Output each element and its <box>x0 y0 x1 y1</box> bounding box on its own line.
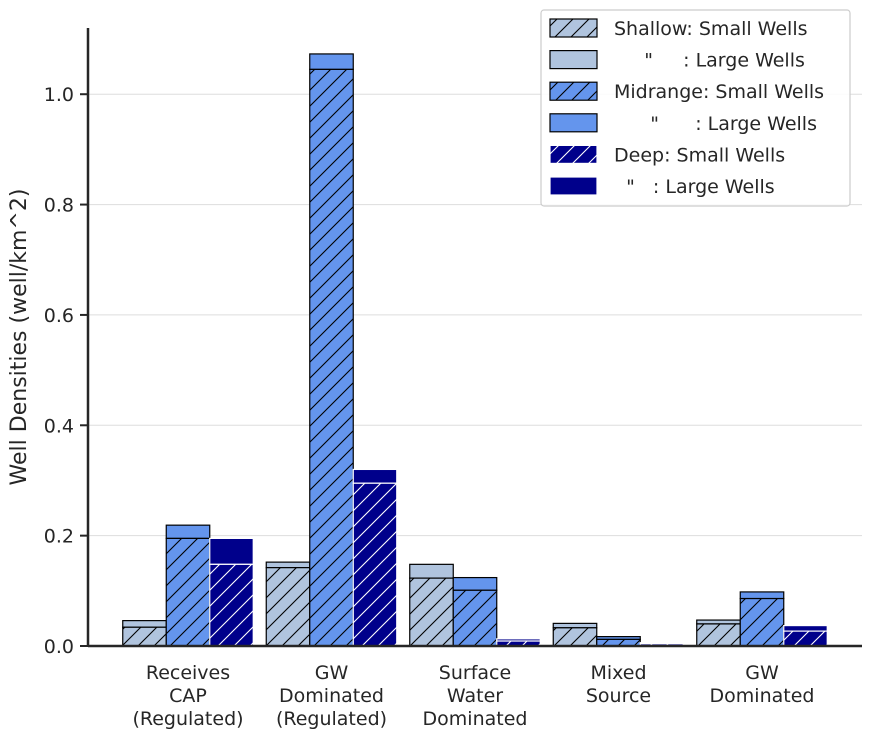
x-tick-labels: Receives CAP (Regulated) GW Dominated (Regula… <box>132 662 814 730</box>
legend-swatch <box>549 49 598 70</box>
y-ticks: 0.0 0.2 0.4 0.6 0.8 1.0 <box>44 84 88 658</box>
bar-hatch <box>309 69 354 647</box>
x-tick-label: Mixed Source <box>586 662 651 707</box>
axes <box>86 28 862 648</box>
bar-midrange-large-wells <box>165 524 211 540</box>
legend-swatch <box>549 176 598 196</box>
bar-hatch <box>166 538 210 646</box>
bar-hatch <box>783 631 828 646</box>
y-tick-label: 0.0 <box>44 636 74 658</box>
bar-hatch <box>122 627 167 646</box>
bar-hatch <box>696 623 741 646</box>
y-tick-label: 0.6 <box>44 305 74 327</box>
bars <box>122 53 828 647</box>
bar-shallow-large-wells <box>122 620 167 628</box>
y-tick-label: 0.2 <box>44 526 74 548</box>
bar-hatch <box>496 641 541 646</box>
bar-hatch <box>596 639 641 646</box>
y-tick-label: 0.8 <box>44 195 74 217</box>
bar-hatch <box>740 598 784 646</box>
legend-label: " : Large Wells <box>614 113 817 135</box>
legend-frame <box>540 9 851 207</box>
bar-deep-large-wells <box>209 537 254 565</box>
legend-swatch <box>549 113 598 133</box>
bar-shallow-large-wells <box>265 561 311 569</box>
bar-deep-large-wells <box>352 468 398 484</box>
bar-shallow-large-wells <box>552 622 598 629</box>
bar-hatch <box>209 564 254 646</box>
x-tick-label: Receives CAP (Regulated) <box>132 662 243 730</box>
legend-swatch-hatch <box>550 19 597 37</box>
legend-label: Midrange: Small Wells <box>614 81 824 103</box>
y-axis-label: Well Densities (well/km^2) <box>7 189 32 486</box>
legend-swatch-hatch <box>550 82 597 101</box>
legend-label: " : Large Wells <box>614 50 805 72</box>
bar-midrange-large-wells <box>452 576 498 591</box>
bar-hatch <box>453 590 497 646</box>
bar-hatch <box>353 483 397 646</box>
y-tick-label: 0.4 <box>44 415 74 437</box>
bar-midrange-large-wells <box>739 591 785 600</box>
legend: Shallow: Small Wells " : Large Wells Midr… <box>540 9 851 207</box>
bar-hatch <box>409 578 454 646</box>
x-tick-label: GW Dominated <box>710 662 815 707</box>
bar-hatch <box>553 627 597 646</box>
bar-shallow-large-wells <box>409 563 454 579</box>
legend-label: Deep: Small Wells <box>614 144 785 166</box>
y-tick-label: 1.0 <box>44 84 74 106</box>
x-tick-label: Surface Water Dominated <box>423 662 528 730</box>
legend-label: Shallow: Small Wells <box>614 18 808 40</box>
legend-swatch-hatch <box>550 145 597 164</box>
bar-deep-large-wells <box>783 624 828 632</box>
x-tick-label: GW Dominated (Regulated) <box>276 662 387 730</box>
bar-hatch <box>266 567 310 646</box>
bar-midrange-large-wells <box>309 53 354 70</box>
legend-label: " : Large Wells <box>614 176 775 198</box>
